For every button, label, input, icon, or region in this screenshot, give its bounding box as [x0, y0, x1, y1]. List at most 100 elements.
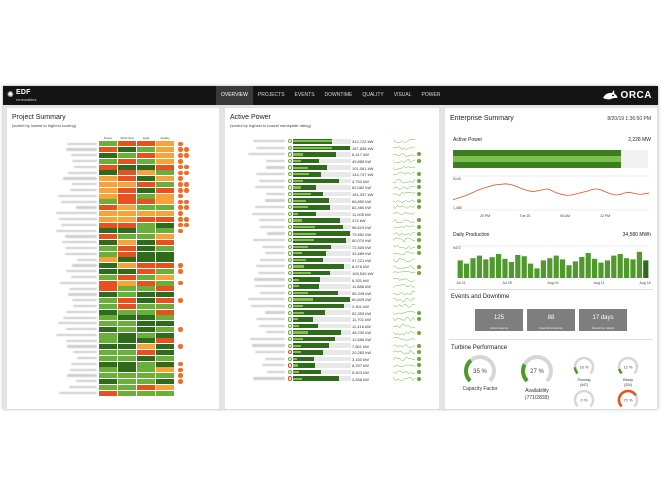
project-score-cell[interactable]: [156, 216, 174, 222]
project-score-cell[interactable]: [118, 280, 136, 286]
project-score-cell[interactable]: [118, 216, 136, 222]
project-score-cell[interactable]: [118, 286, 136, 292]
project-score-cell[interactable]: [118, 350, 136, 356]
project-score-cell[interactable]: [137, 239, 155, 245]
project-score-cell[interactable]: [137, 361, 155, 367]
tab-events[interactable]: EVENTS: [294, 92, 315, 98]
project-score-cell[interactable]: [118, 309, 136, 315]
project-score-cell[interactable]: [156, 193, 174, 199]
project-score-cell[interactable]: [137, 326, 155, 332]
alert-badge-icon[interactable]: [178, 373, 183, 379]
project-score-cell[interactable]: [137, 321, 155, 327]
col-header-power[interactable]: Power: [103, 136, 113, 140]
tab-downtime[interactable]: DOWNTIME: [324, 92, 353, 98]
project-score-cell[interactable]: [99, 245, 117, 251]
project-score-cell[interactable]: [156, 234, 174, 240]
project-score-cell[interactable]: [137, 373, 155, 379]
project-row[interactable]: [7, 222, 219, 228]
project-score-cell[interactable]: [99, 344, 117, 350]
power-row[interactable]: 72,505 kW: [225, 244, 439, 251]
tab-projects[interactable]: PROJECTS: [257, 92, 285, 98]
project-score-cell[interactable]: [156, 164, 174, 170]
alert-badge-icon[interactable]: [184, 153, 189, 158]
project-score-cell[interactable]: [99, 292, 117, 298]
project-score-cell[interactable]: [137, 303, 155, 309]
project-score-cell[interactable]: [118, 193, 136, 199]
project-score-cell[interactable]: [118, 315, 136, 321]
power-row[interactable]: 55,345 kW: [225, 290, 439, 297]
power-row[interactable]: 52,393 kW: [225, 309, 439, 316]
project-score-cell[interactable]: [118, 164, 136, 170]
project-score-cell[interactable]: [156, 263, 174, 269]
project-score-cell[interactable]: [137, 205, 155, 211]
power-row[interactable]: 4,753 kW: [225, 178, 439, 185]
project-score-cell[interactable]: [156, 239, 174, 245]
alert-badge-icon[interactable]: [178, 361, 183, 367]
project-score-cell[interactable]: [156, 210, 174, 216]
project-score-cell[interactable]: [156, 228, 174, 234]
project-row[interactable]: [7, 176, 219, 182]
project-row[interactable]: [7, 292, 219, 298]
project-score-cell[interactable]: [118, 228, 136, 234]
project-score-cell[interactable]: [99, 234, 117, 240]
project-row[interactable]: [7, 187, 219, 193]
power-row[interactable]: 96,619 kW: [225, 224, 439, 231]
project-score-cell[interactable]: [156, 187, 174, 193]
power-row[interactable]: 20,283 kW: [225, 349, 439, 356]
project-score-cell[interactable]: [137, 355, 155, 361]
power-row[interactable]: 60,829 kW: [225, 296, 439, 303]
project-score-cell[interactable]: [99, 181, 117, 187]
power-row[interactable]: 101,061 kW: [225, 164, 439, 171]
project-score-cell[interactable]: [156, 170, 174, 176]
project-score-cell[interactable]: [156, 280, 174, 286]
power-row[interactable]: 79,952 kW: [225, 230, 439, 237]
power-row[interactable]: 109,540 kW: [225, 270, 439, 277]
power-row[interactable]: 8,417 kW: [225, 151, 439, 158]
power-row[interactable]: 11,888 kW: [225, 283, 439, 290]
alert-badge-icon[interactable]: [178, 298, 183, 303]
project-score-cell[interactable]: [118, 181, 136, 187]
project-score-cell[interactable]: [156, 251, 174, 257]
project-score-cell[interactable]: [137, 228, 155, 234]
project-score-cell[interactable]: [137, 367, 155, 373]
project-score-cell[interactable]: [118, 274, 136, 280]
alert-badge-icon[interactable]: [184, 199, 189, 205]
project-row[interactable]: [7, 280, 219, 286]
project-score-cell[interactable]: [137, 216, 155, 222]
project-score-cell[interactable]: [118, 152, 136, 158]
alert-badge-icon[interactable]: [178, 187, 183, 193]
alert-badge-icon[interactable]: [184, 205, 189, 210]
project-score-cell[interactable]: [156, 199, 174, 205]
project-row[interactable]: [7, 315, 219, 321]
project-score-cell[interactable]: [99, 216, 117, 222]
project-row[interactable]: [7, 170, 219, 176]
tab-power[interactable]: POWER: [421, 92, 441, 98]
project-score-cell[interactable]: [137, 210, 155, 216]
project-row[interactable]: [7, 321, 219, 327]
downtime-days-box[interactable]: 17 days Downtime (days): [579, 309, 627, 331]
project-score-cell[interactable]: [118, 390, 136, 396]
project-score-cell[interactable]: [99, 239, 117, 245]
project-score-cell[interactable]: [156, 332, 174, 338]
project-row[interactable]: [7, 390, 219, 396]
project-score-cell[interactable]: [156, 344, 174, 350]
project-score-cell[interactable]: [137, 141, 155, 147]
tab-overview[interactable]: OVERVIEW: [216, 86, 253, 105]
project-score-cell[interactable]: [118, 205, 136, 211]
project-score-cell[interactable]: [137, 280, 155, 286]
project-score-cell[interactable]: [137, 384, 155, 390]
project-score-cell[interactable]: [156, 315, 174, 321]
project-score-cell[interactable]: [156, 297, 174, 303]
project-score-cell[interactable]: [156, 309, 174, 315]
project-score-cell[interactable]: [137, 268, 155, 274]
project-score-cell[interactable]: [137, 152, 155, 158]
project-row[interactable]: [7, 193, 219, 199]
project-score-cell[interactable]: [137, 286, 155, 292]
alert-badge-icon[interactable]: [178, 158, 183, 164]
project-score-cell[interactable]: [99, 228, 117, 234]
project-score-cell[interactable]: [99, 297, 117, 303]
project-row[interactable]: [7, 251, 219, 257]
power-row[interactable]: 144,747 kW: [225, 171, 439, 178]
project-score-cell[interactable]: [137, 263, 155, 269]
project-score-cell[interactable]: [118, 355, 136, 361]
